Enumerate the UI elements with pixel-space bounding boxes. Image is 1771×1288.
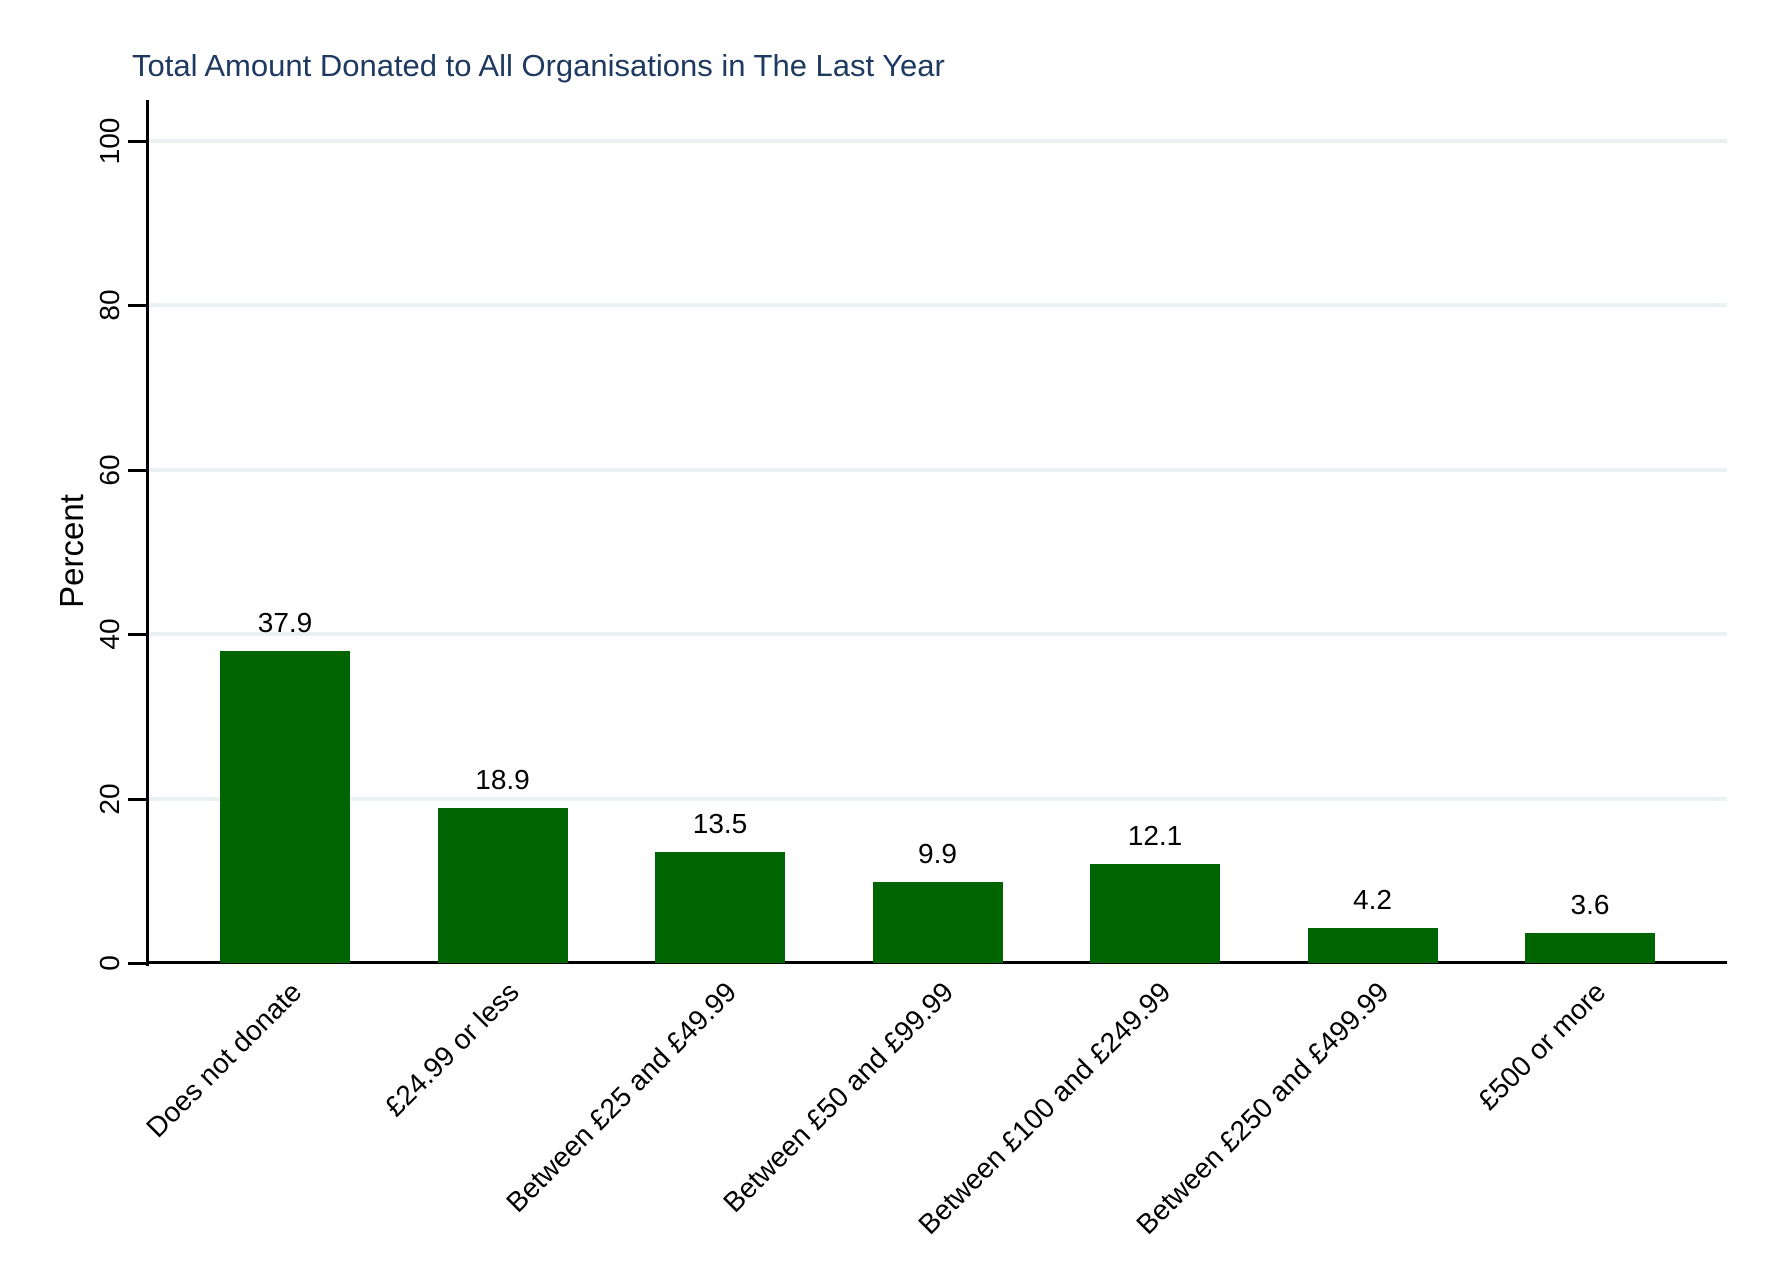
bar-value-label: 13.5 (692, 808, 748, 840)
y-tick (128, 468, 146, 472)
gridline (149, 139, 1727, 143)
bar (220, 651, 350, 963)
bar (1525, 933, 1655, 963)
y-tick-label: 20 (94, 783, 125, 815)
y-tick-label: 0 (94, 955, 125, 971)
x-category-label: £24.99 or less (378, 976, 525, 1123)
x-category-label: £500 or more (1472, 976, 1612, 1116)
y-axis-title: Percent (53, 494, 90, 608)
bar (1090, 863, 1220, 963)
bar-value-label: 18.9 (475, 763, 530, 795)
bar-value-label: 12.1 (1127, 819, 1183, 851)
y-tick (128, 140, 146, 143)
gridline (149, 303, 1727, 308)
bar (1307, 928, 1438, 963)
bar-value-label: 9.9 (918, 837, 957, 869)
bar (655, 852, 785, 963)
x-category-label: Between £25 and £49.99 (499, 976, 742, 1219)
y-tick-label: 60 (94, 454, 125, 486)
x-category-label: Does not donate (139, 976, 307, 1144)
x-category-label: Between £100 and £249.99 (912, 976, 1177, 1241)
y-tick-label: 40 (94, 618, 125, 650)
y-tick-label: 100 (94, 117, 125, 165)
bar-value-label: 37.9 (257, 607, 313, 639)
y-tick-label: 80 (94, 289, 125, 321)
chart-title: Total Amount Donated to All Organisation… (132, 48, 945, 83)
y-axis-line (146, 100, 149, 966)
bar (437, 807, 568, 963)
gridline (149, 632, 1727, 637)
x-category-label: Between £50 and £99.99 (717, 976, 960, 1219)
y-tick (128, 304, 146, 308)
gridline (149, 796, 1727, 801)
gridline (149, 467, 1727, 472)
bar-value-label: 3.6 (1570, 889, 1610, 921)
bar (872, 881, 1003, 963)
y-tick (128, 962, 146, 965)
y-tick (128, 633, 146, 637)
x-category-label: Between £250 and £499.99 (1130, 976, 1395, 1241)
bar-value-label: 4.2 (1353, 884, 1392, 916)
y-tick (128, 797, 146, 801)
